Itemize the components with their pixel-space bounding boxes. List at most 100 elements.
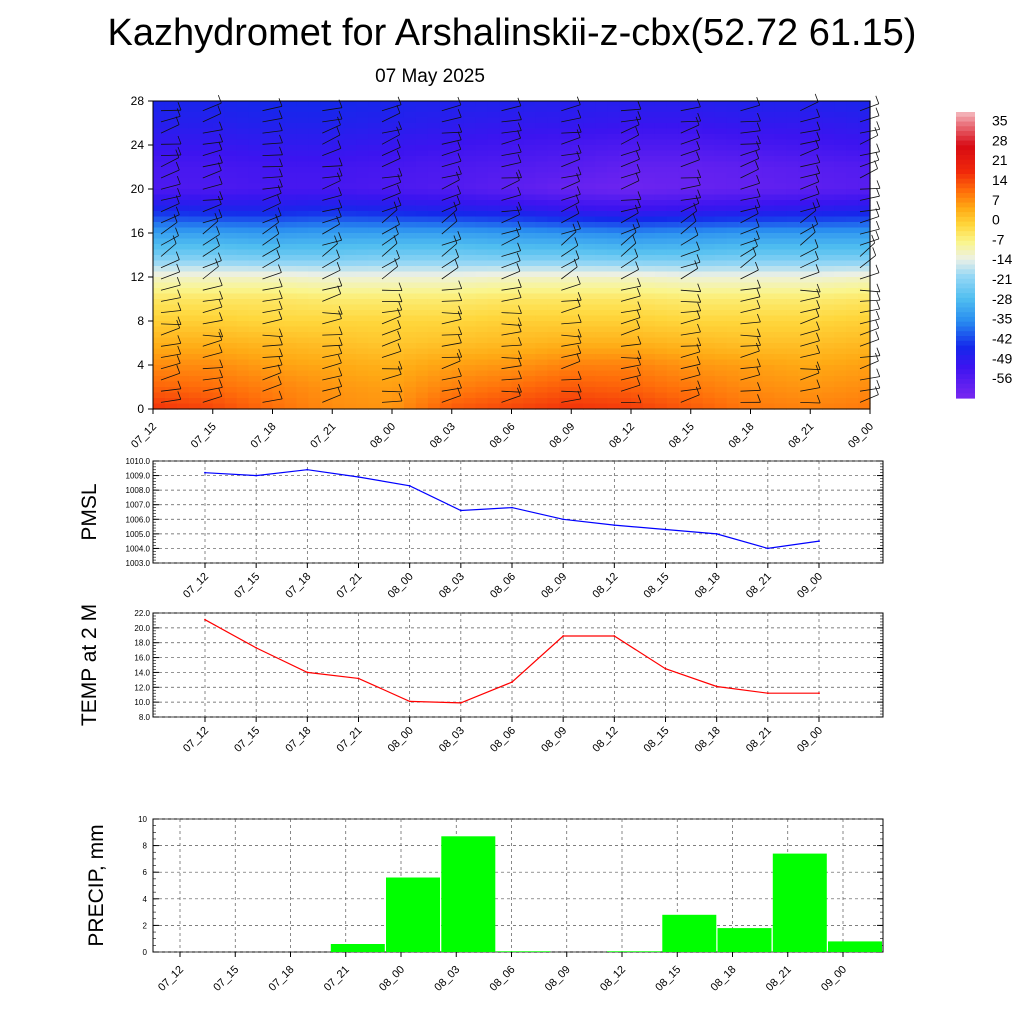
heatmap-cell — [607, 348, 620, 355]
heatmap-cell — [499, 112, 513, 119]
heatmap-cell — [415, 112, 429, 119]
heatmap-cell — [236, 178, 250, 185]
y-tick-label: 8 — [143, 842, 148, 851]
heatmap-cell — [475, 222, 489, 229]
heatmap-cell — [846, 112, 859, 119]
wind-barb-flag — [696, 254, 701, 263]
heatmap-cell — [631, 260, 644, 267]
heatmap-cell — [726, 200, 740, 207]
heatmap-cell — [153, 381, 166, 388]
heatmap-cell — [224, 370, 238, 377]
heatmap-cell — [248, 244, 262, 251]
heatmap-cell — [619, 150, 632, 157]
heatmap-cell — [463, 359, 477, 366]
heatmap-cell — [188, 326, 202, 333]
heatmap-cell — [320, 381, 333, 388]
wind-barb-flag — [218, 388, 223, 397]
heatmap-cell — [774, 304, 787, 311]
heatmap-cell — [798, 381, 811, 388]
heatmap-cell — [176, 216, 190, 223]
heatmap-cell — [666, 211, 680, 218]
heatmap-cell — [415, 172, 429, 179]
heatmap-cell — [583, 249, 596, 256]
heatmap-cell — [858, 233, 871, 240]
heatmap-cell — [702, 299, 716, 306]
heatmap-cell — [559, 381, 572, 388]
wind-barb — [262, 298, 283, 302]
heatmap-cell — [798, 200, 811, 207]
heatmap-cell — [714, 249, 728, 256]
heatmap-cell — [547, 106, 560, 113]
heatmap-cell — [595, 370, 608, 377]
heatmap-cell — [535, 337, 548, 344]
heatmap-cell — [427, 337, 441, 344]
heatmap-cell — [738, 205, 752, 212]
heatmap-cell — [212, 167, 226, 174]
heatmap-cell — [415, 370, 429, 377]
heatmap-cell — [666, 238, 680, 245]
heatmap-cell — [726, 150, 740, 157]
heatmap-cell — [702, 106, 716, 113]
x-tick-label: 08_00 — [377, 964, 407, 994]
heatmap-cell — [392, 288, 405, 295]
heatmap-cell — [308, 299, 321, 306]
heatmap-cell — [368, 200, 381, 207]
heatmap-cell — [308, 134, 321, 141]
heatmap-cell — [475, 299, 489, 306]
heatmap-cell — [368, 359, 381, 366]
heatmap-cell — [726, 222, 740, 229]
heatmap-cell — [200, 326, 214, 333]
heatmap-cell — [559, 123, 572, 130]
heatmap-cell — [678, 282, 692, 289]
wind-barb-flag — [754, 237, 758, 247]
heatmap-cell — [380, 387, 393, 394]
heatmap-cell — [236, 156, 250, 163]
heatmap-cell — [858, 381, 871, 388]
heatmap-cell — [380, 189, 393, 196]
heatmap-cell — [786, 145, 799, 152]
heatmap-cell — [427, 293, 441, 300]
heatmap-cell — [260, 310, 274, 317]
heatmap-cell — [786, 354, 799, 361]
heatmap-cell — [810, 233, 823, 240]
heatmap-cell — [308, 354, 321, 361]
heatmap-cell — [858, 255, 871, 262]
heatmap-cell — [559, 282, 572, 289]
heatmap-cell — [176, 343, 190, 350]
wind-barb-flag — [336, 215, 340, 225]
x-tick-label: 07_15 — [232, 725, 262, 755]
heatmap-cell — [714, 387, 728, 394]
heatmap-cell — [571, 381, 584, 388]
heatmap-cell — [344, 194, 357, 201]
heatmap-cell — [786, 233, 799, 240]
heatmap-cell — [272, 200, 286, 207]
heatmap-cell — [786, 205, 799, 212]
heatmap-cell — [200, 244, 214, 251]
heatmap-cell — [487, 392, 501, 399]
wind-barb-flag — [816, 198, 820, 207]
wind-barb — [501, 228, 521, 235]
heatmap-cell — [631, 365, 644, 372]
heatmap-cell — [200, 117, 214, 124]
wind-barb-flag — [218, 175, 223, 185]
heatmap-cell — [798, 293, 811, 300]
wind-barb — [620, 171, 641, 179]
heatmap-cell — [260, 398, 274, 405]
heatmap-cell — [607, 139, 620, 146]
heatmap-cell — [200, 260, 214, 267]
wind-barb — [800, 172, 820, 179]
heatmap-cell — [272, 310, 286, 317]
heatmap-cell — [774, 205, 787, 212]
heatmap-cell — [499, 117, 513, 124]
heatmap-cell — [607, 128, 620, 135]
heatmap-cell — [380, 260, 393, 267]
heatmap-cell — [451, 370, 465, 377]
heatmap-cell — [403, 255, 417, 262]
heatmap-cell — [415, 123, 429, 130]
heatmap-cell — [595, 106, 608, 113]
heatmap-cells — [153, 101, 871, 410]
heatmap-cell — [678, 244, 692, 251]
wind-barb — [740, 143, 761, 145]
heatmap-cell — [822, 337, 835, 344]
heatmap-cell — [356, 376, 369, 383]
